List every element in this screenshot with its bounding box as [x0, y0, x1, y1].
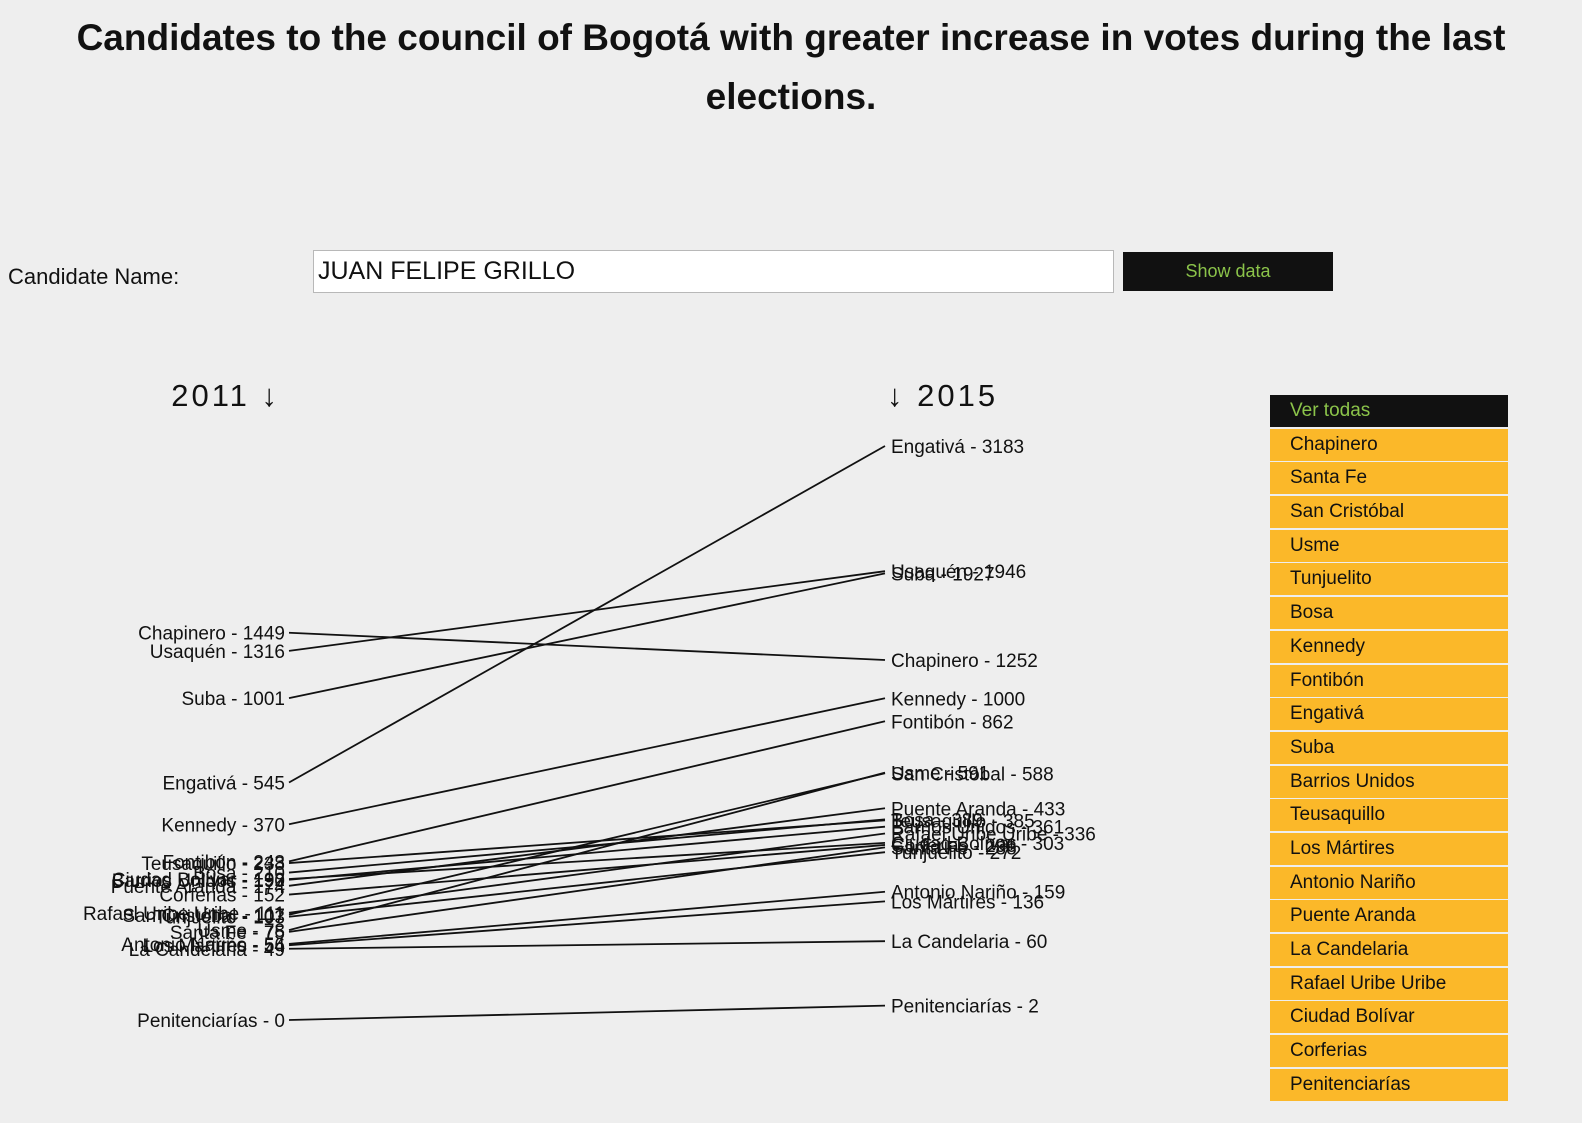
slope-line-kennedy — [288, 697, 886, 826]
slope-line-suba — [288, 572, 886, 699]
slope-chart: 2011 ↓ ↓ 2015 Chapinero - 1449Chapinero … — [83, 378, 1096, 1032]
slope-line-santa-fe — [288, 846, 886, 933]
show-data-button[interactable]: Show data — [1123, 252, 1333, 291]
filter-item-puente-aranda[interactable]: Puente Aranda — [1270, 900, 1508, 933]
label-2011-teusaquillo: Teusaquillo - 238 — [141, 854, 285, 875]
label-2011-usme: Usme - 78 — [197, 921, 285, 942]
label-2015-la-candelaria: La Candelaria - 60 — [891, 932, 1047, 953]
year-2011-label: 2011 ↓ — [171, 378, 280, 413]
year-2015-label: ↓ 2015 — [887, 378, 998, 413]
label-2011-san-cristobal: San Cristóbal - 107 — [122, 906, 285, 927]
locality-filter-list: Ver todas Chapinero Santa Fe San Cristóbal U… — [1270, 395, 1508, 1102]
filter-item-rafael-uribe-uribe[interactable]: Rafael Uribe Uribe — [1270, 967, 1508, 1000]
filter-item-ciudad-bolivar[interactable]: Ciudad Bolívar — [1270, 1001, 1508, 1034]
slope-line-fontibon — [288, 720, 886, 863]
slope-line-usaquen — [288, 570, 886, 652]
label-2015-teusaquillo: Teusaquillo - 385 — [891, 811, 1035, 832]
label-2015-puente-aranda: Puente Aranda - 433 — [891, 799, 1065, 820]
filter-item-kennedy[interactable]: Kennedy — [1270, 630, 1508, 663]
label-2015-usaquen: Usaquén - 1946 — [891, 562, 1026, 583]
label-2011-chapinero: Chapinero - 1449 — [138, 624, 285, 645]
label-2015-santa-fe: Santa Fe - 288 — [891, 838, 1017, 859]
filter-item-ver-todas[interactable]: Ver todas — [1270, 395, 1508, 427]
slope-line-engativa — [288, 445, 886, 784]
slope-line-los-martires — [288, 900, 886, 947]
label-2015-ciudad-bolivar: Ciudad Bolívar - 303 — [891, 834, 1064, 855]
filter-item-san-cristobal[interactable]: San Cristóbal — [1270, 496, 1508, 529]
slope-line-penitenciarias — [288, 1004, 886, 1021]
label-2011-kennedy: Kennedy - 370 — [161, 815, 285, 836]
page-title: Candidates to the council of Bogotá with… — [76, 17, 1506, 117]
filter-item-penitenciarias[interactable]: Penitenciarías — [1270, 1068, 1508, 1101]
label-2011-los-martires: Los Mártires - 54 — [142, 936, 285, 957]
filter-item-corferias[interactable]: Corferias — [1270, 1035, 1508, 1068]
filter-item-bosa[interactable]: Bosa — [1270, 597, 1508, 630]
label-2015-chapinero: Chapinero - 1252 — [891, 651, 1038, 672]
label-2015-bosa: Bosa - 389 — [891, 810, 983, 831]
label-2015-corferias: Corferias - 296 — [891, 836, 1017, 857]
label-2015-penitenciarias: Penitenciarías - 2 — [891, 997, 1039, 1018]
label-2015-antonio-narino: Antonio Nariño - 159 — [891, 883, 1065, 904]
label-2011-engativa: Engativá - 545 — [162, 773, 285, 794]
label-2011-penitenciarias: Penitenciarías - 0 — [137, 1011, 285, 1032]
label-2015-kennedy: Kennedy - 1000 — [891, 689, 1025, 710]
filter-item-la-candelaria[interactable]: La Candelaria — [1270, 934, 1508, 966]
filter-item-usme[interactable]: Usme — [1270, 529, 1508, 562]
label-2011-ciudad-bolivar: Ciudad Bolívar - 192 — [112, 870, 285, 891]
label-2011-barrios-unidos: Barrios Unidos - 190 — [112, 871, 285, 892]
label-2015-san-cristobal: San Cristóbal - 588 — [891, 764, 1054, 785]
slope-labels: Chapinero - 1449 Chapinero - 1252 Santa Fe… — [83, 437, 1096, 1032]
label-2011-suba: Suba - 1001 — [181, 689, 285, 710]
slope-line-tunjuelito — [288, 851, 886, 918]
label-2011-antonio-narino: Antonio Nariño - 56 — [121, 935, 285, 956]
label-2011-tunjuelito: Tunjuelito - 103 — [155, 908, 285, 929]
label-2011-la-candelaria: La Candelaria - 49 — [129, 940, 285, 961]
label-2011-fontibon: Fontibón - 243 — [162, 852, 285, 873]
label-2011-corferias: Corferias - 152 — [159, 886, 285, 907]
label-2015-rafael-uribe-uribe: Rafael Uribe Uribe - 336 — [891, 825, 1096, 846]
filter-item-tunjuelito[interactable]: Tunjuelito — [1270, 563, 1508, 596]
label-2015-fontibon: Fontibón - 862 — [891, 712, 1014, 733]
label-2015-engativa: Engativá - 3183 — [891, 437, 1024, 458]
label-2015-suba: Suba - 1927 — [891, 564, 995, 585]
label-2011-rafael-uribe-uribe: Rafael Uribe Uribe - 111 — [83, 904, 285, 925]
filter-item-chapinero[interactable]: Chapinero — [1270, 428, 1508, 461]
label-2011-puente-aranda: Puente Aranda - 174 — [111, 877, 286, 898]
slope-line-ciudad-bolivar — [288, 842, 886, 880]
slope-line-san-cristobal — [288, 772, 886, 916]
slope-line-rafael-uribe-uribe — [288, 832, 886, 914]
slope-line-la-candelaria — [288, 940, 886, 950]
filter-item-teusaquillo[interactable]: Teusaquillo — [1270, 799, 1508, 832]
slope-line-usme — [288, 771, 886, 932]
label-2015-tunjuelito: Tunjuelito - 272 — [891, 843, 1021, 864]
label-2011-santa-fe: Santa Fe - 75 — [170, 923, 285, 944]
filter-item-engativa[interactable]: Engativá — [1270, 698, 1508, 731]
filter-item-fontibon[interactable]: Fontibón — [1270, 664, 1508, 697]
slope-line-corferias — [288, 844, 886, 896]
filter-item-los-martires[interactable]: Los Mártires — [1270, 832, 1508, 865]
label-2011-bosa: Bosa - 210 — [193, 864, 285, 885]
candidate-name-label: Candidate Name: — [8, 264, 180, 289]
candidate-name-input[interactable] — [313, 250, 1114, 293]
slope-line-teusaquillo — [288, 819, 886, 864]
filter-item-antonio-narino[interactable]: Antonio Nariño — [1270, 866, 1508, 899]
label-2011-usaquen: Usaquén - 1316 — [150, 642, 285, 663]
filter-item-santa-fe[interactable]: Santa Fe — [1270, 462, 1508, 495]
slope-lines — [288, 445, 886, 1021]
slope-line-antonio-narino — [288, 890, 886, 945]
label-2015-barrios-unidos: Barrios Unidos - 361 — [891, 818, 1064, 839]
filter-item-suba[interactable]: Suba — [1270, 731, 1508, 764]
label-2015-los-martires: Los Mártires - 136 — [891, 892, 1044, 913]
slope-line-barrios-unidos — [288, 825, 886, 881]
slope-line-chapinero — [288, 631, 886, 661]
label-2015-usme: Usme - 591 — [891, 764, 989, 785]
filter-item-barrios-unidos[interactable]: Barrios Unidos — [1270, 765, 1508, 798]
